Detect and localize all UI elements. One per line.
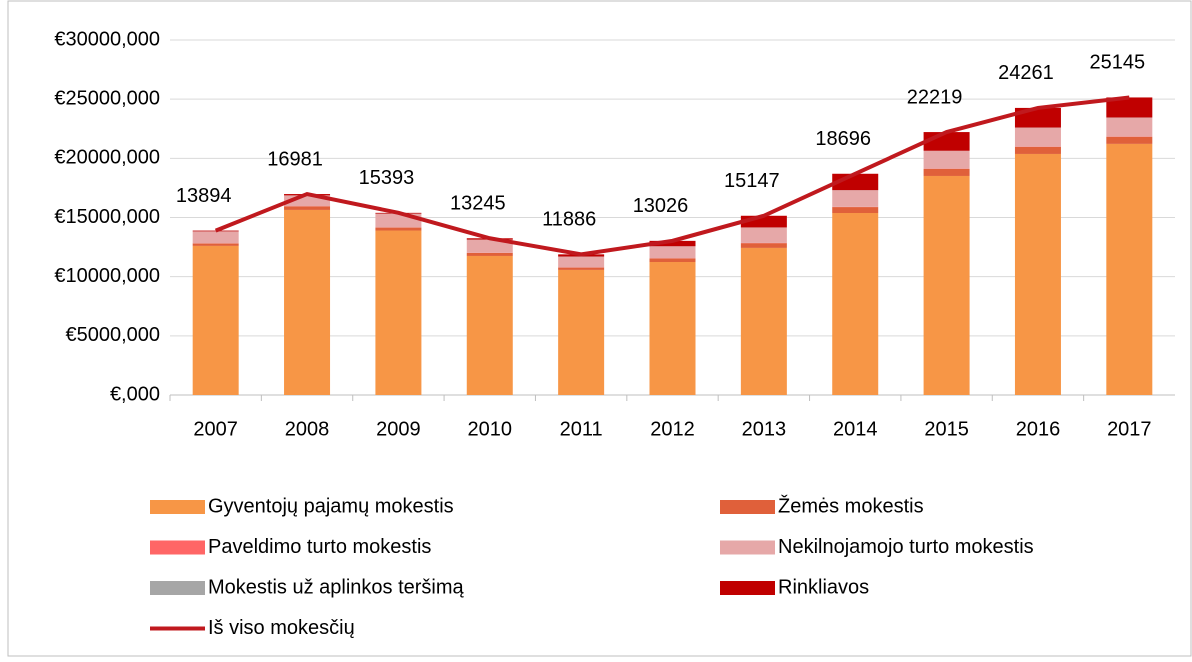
y-tick-label: €,000 (110, 383, 160, 405)
data-label: 13026 (633, 195, 689, 217)
x-tick-label: 2010 (468, 418, 513, 440)
bar-segment (284, 206, 330, 210)
bar-segment (193, 246, 239, 395)
bar-segment (558, 268, 604, 270)
legend-label: Nekilnojamojo turto mokestis (778, 536, 1034, 558)
legend-label: Mokestis už aplinkos teršimą (208, 576, 465, 598)
bar-segment (832, 213, 878, 395)
bar-segment (924, 176, 970, 395)
data-label: 15147 (724, 170, 780, 192)
bar-segment (558, 270, 604, 395)
bar-segment (924, 151, 970, 169)
x-tick-label: 2007 (193, 418, 238, 440)
bar-segment (1106, 118, 1152, 137)
bar-segment (924, 169, 970, 176)
bar-segment (1015, 128, 1061, 147)
x-tick-label: 2011 (560, 418, 603, 440)
y-tick-label: €15000,000 (54, 206, 160, 228)
x-tick-label: 2008 (285, 418, 330, 440)
data-label: 13894 (176, 185, 232, 207)
x-tick-label: 2012 (650, 418, 695, 440)
bar-segment (832, 207, 878, 213)
bar-segment (193, 244, 239, 246)
bar-segment (1015, 147, 1061, 154)
y-tick-label: €25000,000 (54, 87, 160, 109)
bar-segment (1106, 144, 1152, 395)
legend-label: Rinkliavos (778, 576, 869, 598)
y-tick-label: €10000,000 (54, 265, 160, 287)
x-tick-label: 2014 (833, 418, 878, 440)
bar-segment (193, 231, 239, 243)
x-tick-label: 2009 (376, 418, 421, 440)
x-tick-label: 2013 (742, 418, 787, 440)
data-label: 22219 (907, 86, 963, 108)
legend-label: Žemės mokestis (778, 494, 924, 517)
legend-swatch (150, 581, 205, 595)
bar-segment (375, 228, 421, 231)
data-label: 15393 (359, 167, 415, 189)
bar-segment (193, 231, 239, 232)
bar-segment (741, 243, 787, 248)
legend-swatch (150, 500, 205, 514)
legend-label: Gyventojų pajamų mokestis (208, 495, 454, 517)
data-label: 16981 (267, 148, 323, 170)
legend-swatch (720, 541, 775, 555)
y-tick-label: €30000,000 (54, 28, 160, 50)
data-label: 24261 (998, 62, 1054, 84)
data-label: 11886 (542, 209, 596, 231)
legend-label: Iš viso mokesčių (208, 617, 355, 639)
bar-segment (1015, 154, 1061, 395)
bar-segment (1106, 137, 1152, 144)
bar-segment (650, 262, 696, 395)
bar-segment (832, 190, 878, 207)
bar-segment (741, 248, 787, 395)
legend-swatch (720, 581, 775, 595)
data-label: 25145 (1090, 52, 1146, 74)
x-tick-label: 2017 (1107, 418, 1152, 440)
bar-segment (284, 210, 330, 395)
bar-segment (558, 257, 604, 268)
bar-segment (467, 256, 513, 395)
legend-swatch (150, 541, 205, 555)
bar-segment (650, 258, 696, 262)
bar-segment (741, 228, 787, 243)
x-tick-label: 2016 (1016, 418, 1061, 440)
bar-segment (467, 253, 513, 256)
data-label: 13245 (450, 193, 506, 215)
legend-label: Paveldimo turto mokestis (208, 536, 431, 558)
legend-swatch (720, 500, 775, 514)
bar-segment (375, 231, 421, 395)
bar-segment (650, 246, 696, 258)
x-tick-label: 2015 (924, 418, 969, 440)
y-tick-label: €20000,000 (54, 147, 160, 169)
data-label: 18696 (815, 128, 871, 150)
y-tick-label: €5000,000 (65, 324, 160, 346)
